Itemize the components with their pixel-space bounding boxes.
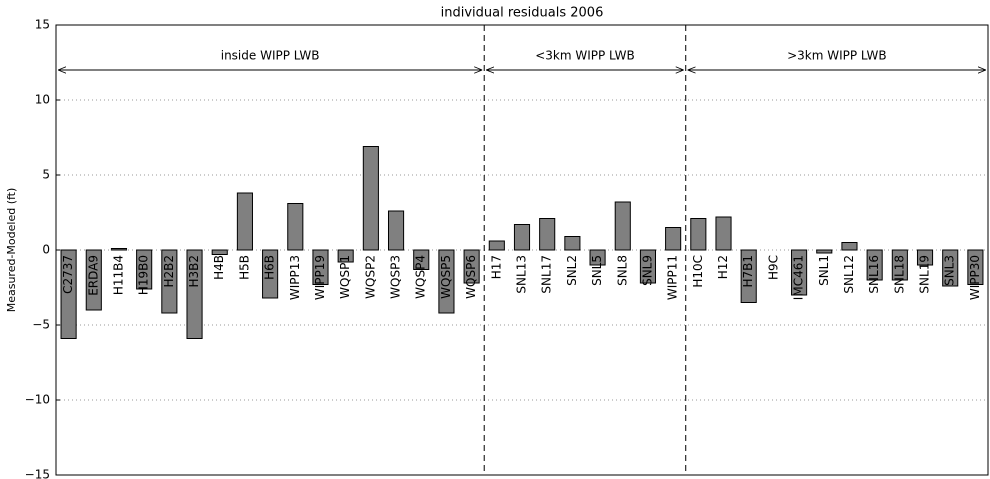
y-tick-label: −10 — [25, 393, 50, 407]
bar — [564, 236, 581, 251]
region-label: inside WIPP LWB — [221, 49, 320, 63]
x-tick-label: WIPP19 — [313, 255, 327, 300]
bar — [161, 249, 178, 314]
x-tick-label: IMC461 — [792, 255, 806, 300]
bar — [891, 249, 908, 281]
x-tick-label: SNL5 — [590, 255, 604, 286]
bar — [236, 192, 253, 251]
x-tick-label: WQSP5 — [439, 255, 453, 299]
y-tick-label: −15 — [25, 468, 50, 479]
bar — [816, 249, 833, 254]
bar — [967, 249, 984, 285]
bar — [110, 248, 128, 251]
x-tick-label: H12 — [716, 255, 730, 279]
bar — [614, 201, 631, 251]
x-tick-label: H5B — [237, 255, 251, 280]
x-tick-label: SNL2 — [565, 255, 579, 286]
bar — [791, 249, 808, 296]
x-tick-label: WQSP3 — [389, 255, 403, 299]
bar — [841, 242, 858, 251]
bar — [262, 249, 279, 299]
x-tick-label: WQSP2 — [363, 255, 377, 299]
x-tick-label: ERDA9 — [86, 255, 100, 296]
x-tick-label: H2B2 — [162, 255, 176, 288]
bar — [287, 203, 304, 251]
x-tick-label: SNL13 — [515, 255, 529, 294]
bar — [639, 249, 657, 284]
bar — [60, 249, 77, 339]
x-tick-label: H9C — [766, 255, 780, 280]
bar — [513, 224, 531, 251]
x-tick-label: WQSP6 — [464, 255, 478, 299]
x-tick-label: WQSP4 — [414, 255, 428, 299]
x-tick-label: SNL16 — [867, 255, 881, 294]
y-tick-label: −5 — [32, 318, 50, 332]
x-tick-label: SNL19 — [918, 255, 932, 294]
bar — [312, 249, 329, 285]
x-tick-label: H4B — [212, 255, 226, 280]
bar — [85, 249, 102, 311]
x-tick-label: H11B4 — [111, 255, 125, 295]
bar — [337, 249, 354, 263]
y-tick-label: 15 — [35, 18, 50, 32]
bar — [136, 249, 153, 290]
x-tick-label: H6B — [263, 255, 277, 280]
plot-frame — [55, 24, 989, 476]
bar — [539, 218, 556, 251]
x-tick-label: SNL3 — [943, 255, 957, 286]
bar — [916, 249, 934, 266]
bar — [866, 249, 883, 281]
bar — [413, 249, 430, 270]
x-tick-label: WIPP11 — [666, 255, 680, 300]
x-tick-label: SNL12 — [842, 255, 856, 294]
x-tick-label: C2737 — [61, 255, 75, 294]
bar — [362, 146, 379, 251]
x-tick-label: H19B0 — [137, 255, 151, 295]
x-tick-label: WIPP30 — [968, 255, 982, 300]
x-tick-label: WIPP13 — [288, 255, 302, 300]
x-tick-label: H10C — [691, 255, 705, 288]
y-tick-label: 10 — [35, 93, 50, 107]
bar — [186, 249, 203, 339]
bar — [387, 210, 405, 251]
x-tick-label: SNL17 — [540, 255, 554, 294]
x-tick-label: WQSP1 — [338, 255, 352, 299]
chart-title: individual residuals 2006 — [441, 6, 604, 21]
bar — [740, 249, 757, 303]
y-tick-label: 5 — [42, 168, 50, 182]
x-tick-label: H17 — [489, 255, 503, 279]
x-tick-label: H3B2 — [187, 255, 201, 288]
bar — [438, 249, 455, 314]
y-axis-label: Measured-Modeled (ft) — [5, 188, 18, 313]
bar — [715, 216, 732, 251]
x-tick-label: SNL9 — [640, 255, 654, 286]
bar — [211, 249, 228, 255]
region-label: <3km WIPP LWB — [535, 49, 635, 63]
bar — [463, 249, 480, 284]
region-label: >3km WIPP LWB — [787, 49, 887, 63]
bar — [665, 227, 682, 251]
x-tick-label: SNL1 — [817, 255, 831, 286]
bar — [690, 218, 707, 251]
x-tick-label: SNL18 — [892, 255, 906, 294]
x-tick-label: SNL8 — [615, 255, 629, 286]
bar — [488, 240, 505, 251]
bar — [589, 249, 606, 266]
y-tick-label: 0 — [42, 243, 50, 257]
bar — [942, 249, 959, 287]
x-tick-label: H7B1 — [741, 255, 755, 288]
